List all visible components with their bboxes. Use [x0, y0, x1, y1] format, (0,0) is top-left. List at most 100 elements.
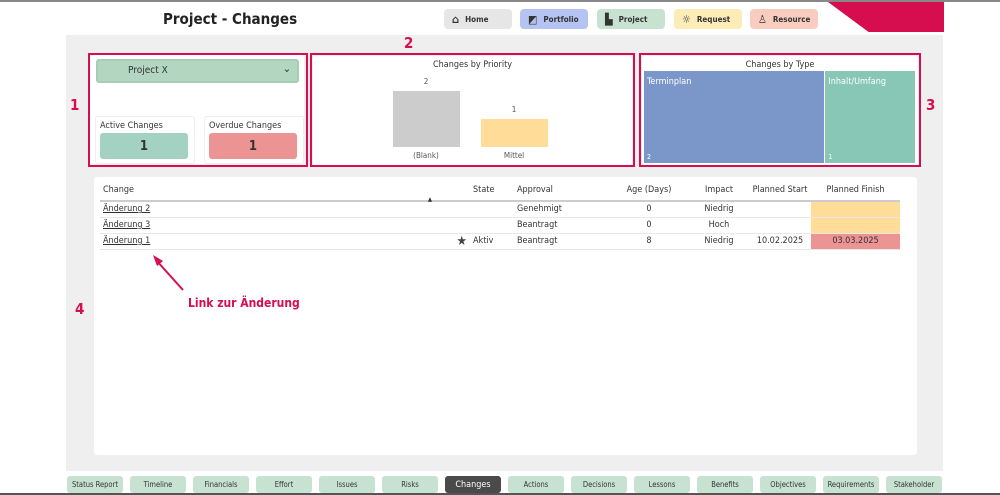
portfolio-icon: ◩: [528, 12, 538, 26]
treemap-tile-label: Inhalt/Umfang: [828, 77, 886, 87]
treemap-tile[interactable]: Terminplan 2: [644, 71, 826, 163]
bar-value-label: 1: [512, 105, 517, 114]
impact-cell: Niedrig: [689, 201, 749, 218]
annotation-number-1: 1: [70, 96, 80, 114]
column-header[interactable]: Planned Finish: [811, 185, 900, 202]
nav-home-button[interactable]: ⌂ Home: [444, 9, 512, 29]
project-dropdown-value: Project X: [128, 65, 168, 76]
state-cell: Aktiv: [470, 233, 514, 250]
tab-stakeholder[interactable]: Stakeholder: [886, 476, 942, 493]
treemap-tile-value: 1: [828, 153, 833, 161]
planned-finish-cell: [811, 217, 900, 234]
sort-ascending-icon: ▲: [427, 196, 433, 203]
column-header[interactable]: Age (Days): [609, 185, 689, 202]
active-changes-value: 1: [100, 133, 188, 159]
planned-start-cell: 10.02.2025: [749, 233, 811, 250]
annotation-box-2: [310, 53, 635, 167]
bottom-border: [0, 493, 1000, 495]
age-cell: 8: [609, 233, 689, 250]
column-header[interactable]: Impact: [689, 185, 749, 202]
bar-category-label: Mittel: [504, 151, 524, 160]
tab-risks[interactable]: Risks: [382, 476, 438, 493]
nav-label: Home: [465, 14, 489, 24]
tab-decisions[interactable]: Decisions: [571, 476, 627, 493]
treemap-tile-value: 2: [647, 153, 652, 161]
nav-resource-button[interactable]: ♙ Resource: [750, 9, 818, 29]
active-changes-label: Active Changes: [100, 121, 163, 131]
column-header[interactable]: Change: [100, 185, 390, 202]
bar-0[interactable]: [393, 91, 460, 147]
tab-objectives[interactable]: Objectives: [760, 476, 816, 493]
overdue-changes-label: Overdue Changes: [209, 121, 282, 131]
age-cell: 0: [609, 201, 689, 218]
tab-effort[interactable]: Effort: [256, 476, 312, 493]
type-chart-title: Changes by Type: [745, 60, 815, 70]
approval-cell: Genehmigt: [514, 201, 609, 218]
tab-timeline[interactable]: Timeline: [130, 476, 186, 493]
table-row: Änderung 2 Genehmigt 0 Niedrig: [100, 201, 900, 218]
annotation-box-3: [639, 53, 921, 167]
lightbulb-icon: ☼: [682, 12, 691, 26]
annotation-arrow: [153, 255, 184, 291]
tab-actions[interactable]: Actions: [508, 476, 564, 493]
bar-category-label: (Blank): [413, 151, 439, 160]
overdue-changes-value: 1: [209, 133, 297, 159]
treemap-tile-label: Terminplan: [647, 77, 692, 87]
column-header[interactable]: State: [470, 185, 514, 202]
treemap-tile[interactable]: Inhalt/Umfang 1: [825, 71, 916, 163]
bar-1[interactable]: [481, 119, 548, 147]
table-row: Änderung 3 Beantragt 0 Hoch: [100, 217, 900, 234]
age-cell: 0: [609, 217, 689, 234]
tab-benefits[interactable]: Benefits: [697, 476, 753, 493]
annotation-number-2: 2: [404, 34, 414, 52]
annotation-box-1: [88, 53, 308, 167]
approval-cell: Beantragt: [514, 233, 609, 250]
nav-label: Portfolio: [543, 14, 579, 24]
nav-portfolio-button[interactable]: ◩ Portfolio: [520, 9, 588, 29]
priority-chart: Changes by Priority 2 (Blank) 1 Mittel: [313, 56, 632, 165]
changes-table: Change ▲ State Approval Age (Days) Impact Plan…: [100, 185, 900, 250]
nav-project-button[interactable]: ▙ Project: [597, 9, 665, 29]
chevron-down-icon: ⌄: [282, 62, 291, 75]
tab-changes[interactable]: Changes: [445, 476, 501, 493]
nav-label: Project: [618, 14, 648, 24]
impact-cell: Hoch: [689, 217, 749, 234]
top-border: [0, 0, 1000, 2]
tab-issues[interactable]: Issues: [319, 476, 375, 493]
people-icon: ♙: [758, 12, 767, 26]
approval-cell: Beantragt: [514, 217, 609, 234]
state-cell: [470, 201, 514, 218]
tab-requirements[interactable]: Requirements: [823, 476, 879, 493]
page-title: Project - Changes: [163, 10, 298, 28]
change-link[interactable]: Änderung 3: [103, 220, 151, 230]
tab-financials[interactable]: Financials: [193, 476, 249, 493]
tab-lessons[interactable]: Lessons: [634, 476, 690, 493]
priority-chart-title: Changes by Priority: [432, 60, 513, 70]
impact-cell: Niedrig: [689, 233, 749, 250]
column-header[interactable]: Approval: [514, 185, 609, 202]
planned-finish-cell: 03.03.2025: [811, 233, 900, 250]
annotation-number-4: 4: [75, 300, 85, 318]
table-row: Änderung 1 ★ Aktiv Beantragt 8 Niedrig 1…: [100, 233, 900, 250]
change-link[interactable]: Änderung 1: [103, 236, 151, 246]
star-icon: ★: [456, 233, 468, 249]
priority-bar-chart: 2 (Blank) 1 Mittel: [393, 77, 548, 160]
nav-label: Request: [696, 14, 731, 24]
brand-triangle: [828, 2, 944, 32]
planned-start-cell: [749, 217, 811, 234]
change-link[interactable]: Änderung 2: [103, 204, 151, 215]
nav-request-button[interactable]: ☼ Request: [674, 9, 742, 29]
nav-label: Resource: [772, 14, 811, 24]
planned-finish-cell: [811, 201, 900, 218]
column-header[interactable]: ▲: [390, 185, 470, 203]
state-cell: [470, 217, 514, 234]
planned-start-cell: [749, 201, 811, 218]
annotation-link-note: Link zur Änderung: [188, 296, 300, 310]
type-chart: Changes by Type Terminplan 2 Inhalt/Umfang…: [642, 56, 918, 165]
column-header[interactable]: Planned Start: [749, 185, 811, 202]
project-icon: ▙: [605, 12, 613, 26]
project-dropdown[interactable]: Project X ⌄: [96, 59, 299, 83]
home-icon: ⌂: [452, 12, 460, 26]
tab-status-report[interactable]: Status Report: [67, 476, 123, 493]
bar-value-label: 2: [424, 77, 429, 86]
